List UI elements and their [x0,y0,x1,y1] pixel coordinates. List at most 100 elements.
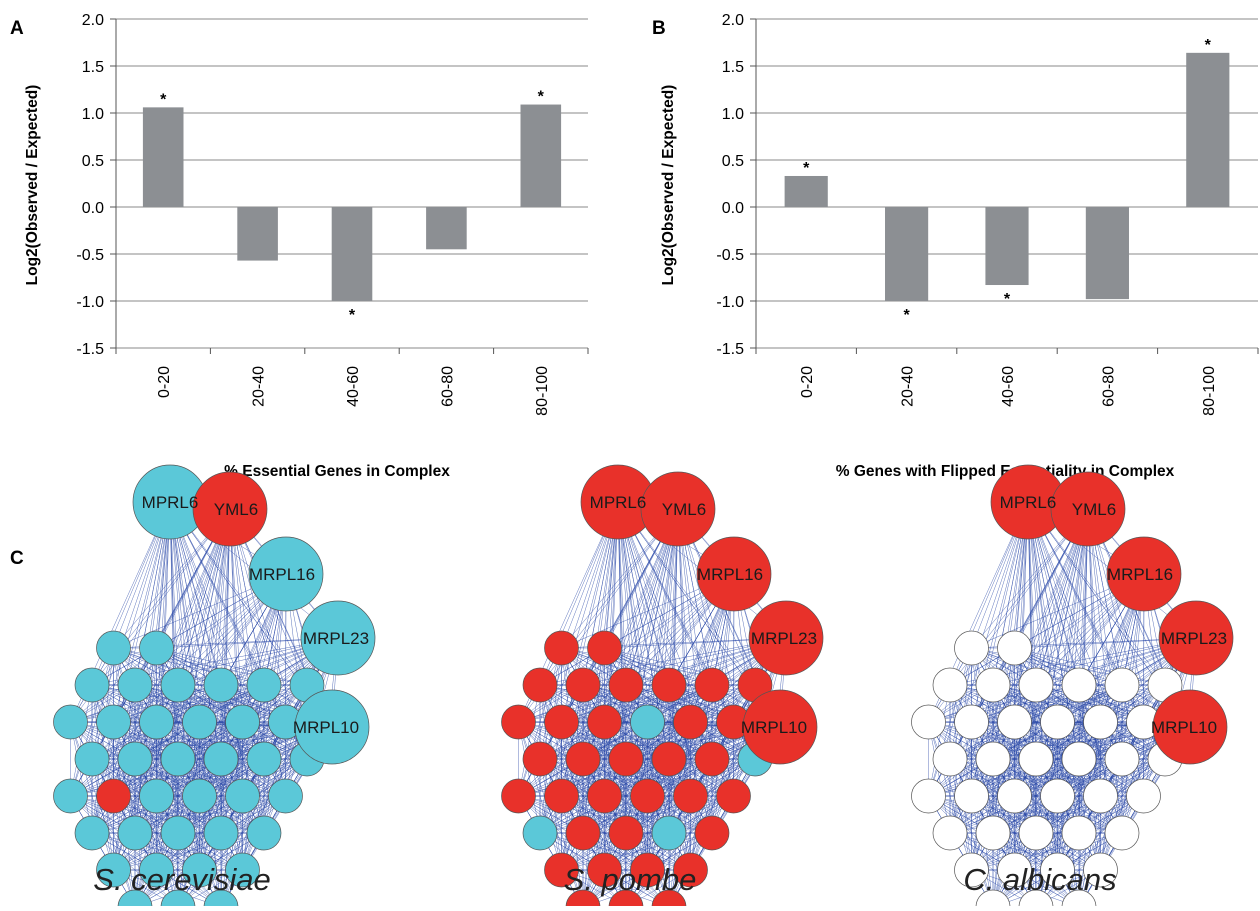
gene-node [651,815,687,851]
network-edge [1057,508,1089,797]
network-edge [70,758,222,797]
gene-node [203,815,239,851]
gene-node [975,667,1011,703]
gene-node [522,815,558,851]
gene-node [911,704,946,740]
network-edge [518,758,670,797]
network-edge [928,647,972,797]
network-edge [711,573,735,834]
network-edge [677,508,691,797]
network-edge [199,758,308,797]
network-edge [1035,573,1145,908]
network-edge [539,647,562,760]
network-edge [134,508,231,908]
bar [520,104,562,207]
x-tick-label: 40-60 [1000,366,1017,407]
gene-label: YML6 [662,500,706,519]
gene-node [608,815,644,851]
network-edge [949,726,1191,834]
significance-marker: * [903,307,910,324]
network-edge [113,832,222,871]
y-axis-title: Log2(Observed / Expected) [24,85,41,286]
network-edge [134,501,171,834]
gene-node [954,778,989,814]
gene-node [954,630,989,666]
gene-label: MRPL23 [751,629,817,648]
network-edge [949,637,1197,834]
gene-node [160,815,196,851]
network-edge [539,501,619,834]
y-tick-label: 2.0 [82,12,104,29]
gene-label: YML6 [214,500,258,519]
network-edge [668,573,735,908]
gene-node [96,630,131,666]
network-edge [1057,758,1166,797]
network-edge [242,573,287,871]
network-s--cerevisiae: MPRL6 YML6 MRPL16 MRPL23 MRPL10 S. cerevisiae [53,464,376,911]
gene-node [139,778,174,814]
gene-node [673,852,708,888]
panel-label-b: B [652,18,666,39]
significance-marker: * [349,307,356,324]
labeled-gene-node [640,471,716,547]
network-edge [971,647,994,834]
gene-node [246,667,282,703]
network-edge [113,647,157,797]
significance-marker: * [1205,37,1212,54]
network-edge [1027,501,1123,834]
x-tick-label: 20-40 [251,366,268,407]
gene-node [954,852,989,888]
network-edge [971,647,1015,797]
network-panels: MPRL6 YML6 MRPL16 MRPL23 MRPL10 S. cerevisiae… [53,464,1234,911]
x-tick-label: 20-40 [900,366,917,407]
network-edge [1078,573,1145,908]
labeled-gene-node [696,536,772,612]
y-tick-label: -0.5 [716,247,744,264]
network-edge [113,647,136,834]
y-tick-label: 1.5 [722,59,744,76]
gene-node [96,852,131,888]
labeled-gene-node [1152,689,1228,765]
network-edge [582,508,679,908]
gene-node [117,667,153,703]
gene-node [182,704,217,740]
network-s--pombe: MPRL6 YML6 MRPL16 MRPL23 MRPL10 S. pombe [501,464,824,911]
network-edge [199,508,231,797]
gene-node [932,667,968,703]
network-edge [91,647,114,760]
y-axis-title: Log2(Observed / Expected) [660,85,677,286]
network-edge [949,647,972,834]
gene-node [225,852,260,888]
bar [1186,52,1230,208]
gene-node [1061,741,1097,777]
y-tick-label: -1.5 [716,341,744,358]
gene-label: MRPL16 [249,565,315,584]
gene-node [501,704,536,740]
gene-node [1061,815,1097,851]
gene-node [246,741,282,777]
network-edge [647,758,756,797]
x-tick-label: 80-100 [534,366,551,416]
gene-node [630,704,665,740]
network-edge [928,758,1037,797]
gene-node [1018,741,1054,777]
gene-label: MRPL16 [697,565,763,584]
network-edge [518,647,562,797]
gene-node [565,815,601,851]
gene-node [651,667,687,703]
gene-node [74,815,110,851]
gene-node [587,704,622,740]
gene-node [246,815,282,851]
gene-node [932,741,968,777]
x-tick-label: 40-60 [345,366,362,407]
network-edge [582,573,735,908]
gene-node [96,778,131,814]
species-name: S. cerevisiae [93,862,270,897]
gene-label: MRPL16 [1107,565,1173,584]
labeled-gene-node [192,471,268,547]
gene-node [1083,778,1118,814]
gene-node [1083,704,1118,740]
network-edge [177,508,231,834]
y-tick-label: 2.0 [722,12,744,29]
network-edge [928,758,1080,797]
